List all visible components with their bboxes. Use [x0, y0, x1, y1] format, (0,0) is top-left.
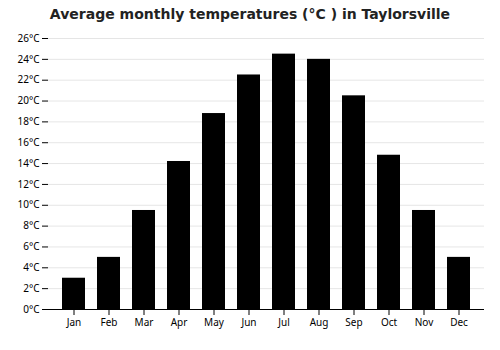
- svg-text:Mar: Mar: [135, 315, 154, 329]
- svg-text:14°C: 14°C: [17, 156, 40, 170]
- svg-text:18°C: 18°C: [17, 114, 40, 128]
- svg-text:Jan: Jan: [66, 315, 82, 329]
- svg-text:10°C: 10°C: [17, 197, 40, 211]
- svg-text:12°C: 12°C: [17, 177, 40, 191]
- svg-text:4°C: 4°C: [23, 260, 40, 274]
- svg-text:Apr: Apr: [171, 315, 188, 329]
- svg-text:26°C: 26°C: [17, 31, 40, 45]
- svg-text:Dec: Dec: [450, 315, 468, 329]
- svg-text:0°C: 0°C: [23, 302, 40, 316]
- html-text:Average monthly temperatures (: Average monthly temperatures (°C ) in Ta…: [49, 6, 451, 22]
- svg-text:Sep: Sep: [345, 315, 362, 329]
- svg-text:Aug: Aug: [310, 315, 329, 329]
- svg-text:6°C: 6°C: [23, 239, 40, 253]
- svg-text:Jun: Jun: [240, 315, 256, 329]
- svg-text:24°C: 24°C: [17, 52, 40, 66]
- svg-text:Oct: Oct: [381, 315, 398, 329]
- svg-text:20°C: 20°C: [17, 93, 40, 107]
- svg-text:8°C: 8°C: [23, 218, 40, 232]
- svg-text:Nov: Nov: [415, 315, 434, 329]
- svg-text:22°C: 22°C: [17, 72, 40, 86]
- svg-text:May: May: [204, 315, 225, 329]
- svg-text:Feb: Feb: [101, 315, 118, 329]
- svg-text:16°C: 16°C: [17, 135, 40, 149]
- svg-text:2°C: 2°C: [23, 281, 40, 295]
- svg-text:Jul: Jul: [277, 315, 290, 329]
